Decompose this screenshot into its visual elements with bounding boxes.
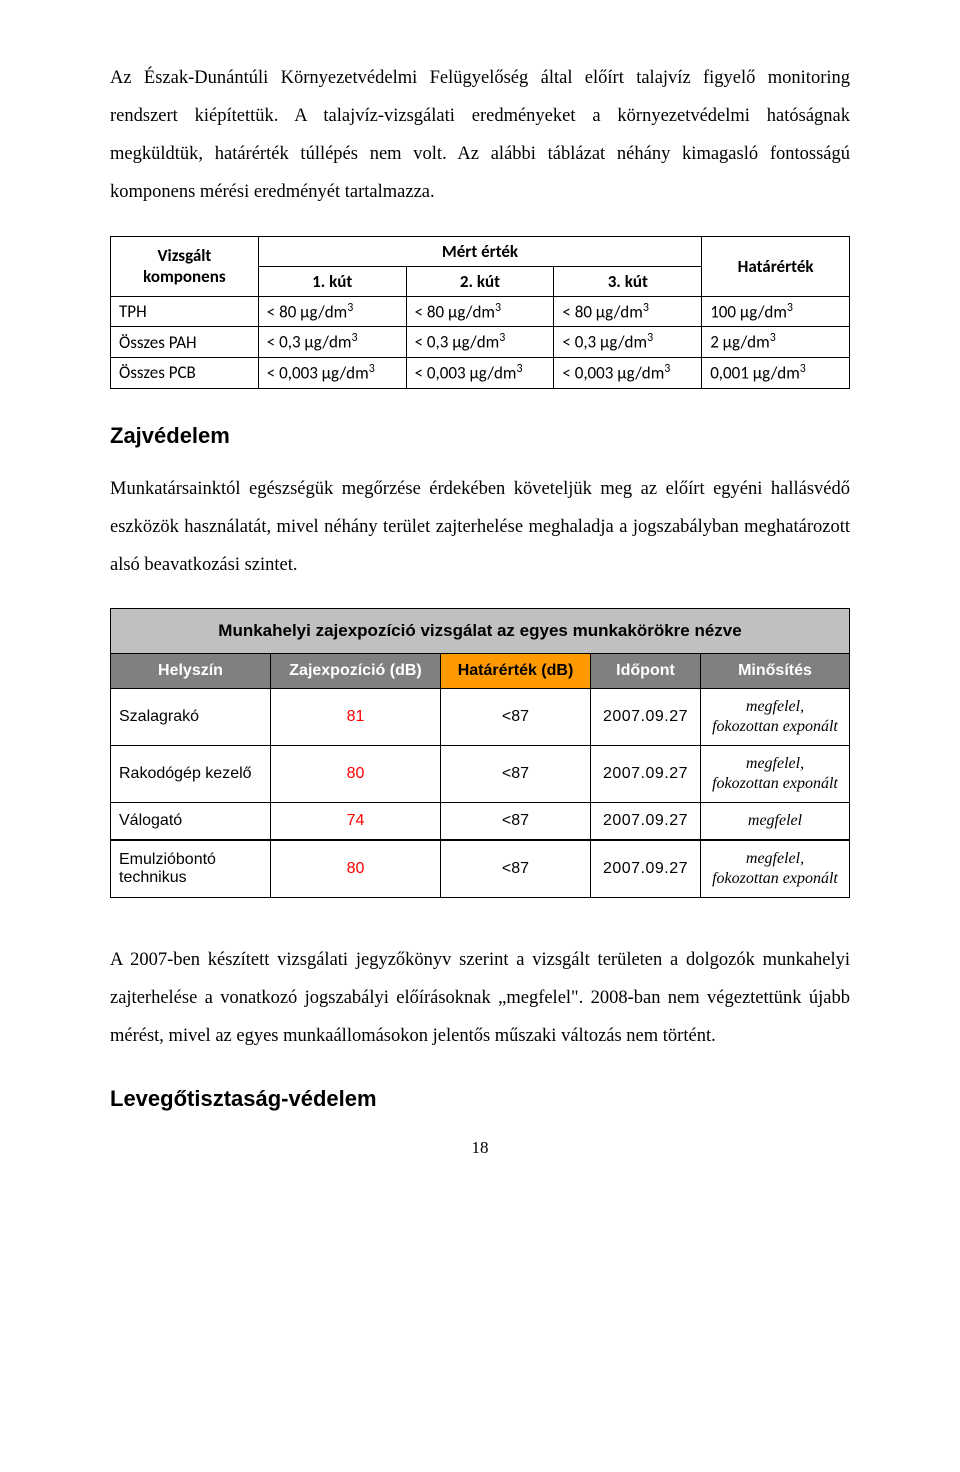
paragraph-outro: A 2007-ben készített vizsgálati jegyzőkö… bbox=[110, 942, 850, 1056]
t2-lim: <87 bbox=[441, 689, 591, 746]
table-row: Emulzióbontó technikus 80 <87 2007.09.27… bbox=[111, 840, 850, 898]
t1-limit: 0,001 µg/dm3 bbox=[702, 358, 850, 389]
t2-exp: 81 bbox=[271, 689, 441, 746]
paragraph-zaj: Munkatársainktól egészségük megőrzése ér… bbox=[110, 471, 850, 585]
t1-val: < 0,003 µg/dm3 bbox=[554, 358, 702, 389]
t2-exp: 80 bbox=[271, 840, 441, 898]
t2-head-loc: Helyszín bbox=[111, 654, 271, 689]
table-row: Összes PCB < 0,003 µg/dm3 < 0,003 µg/dm3… bbox=[111, 358, 850, 389]
t1-val: < 0,003 µg/dm3 bbox=[258, 358, 406, 389]
table-row: Rakodógép kezelő 80 <87 2007.09.27 megfe… bbox=[111, 746, 850, 803]
t2-date: 2007.09.27 bbox=[591, 746, 701, 803]
t2-lim: <87 bbox=[441, 803, 591, 841]
t2-head-exp: Zajexpozíció (dB) bbox=[271, 654, 441, 689]
t1-val: < 0,3 µg/dm3 bbox=[258, 327, 406, 358]
t2-head-min: Minősítés bbox=[701, 654, 850, 689]
t1-head-limit: Határérték bbox=[702, 236, 850, 296]
t2-loc: Emulzióbontó technikus bbox=[111, 840, 271, 898]
t1-label: Összes PCB bbox=[111, 358, 259, 389]
t1-limit: 100 µg/dm3 bbox=[702, 296, 850, 327]
t2-loc: Válogató bbox=[111, 803, 271, 841]
t1-head-k2: 2. kút bbox=[406, 266, 554, 296]
table-row: Szalagrakó 81 <87 2007.09.27 megfelel,fo… bbox=[111, 689, 850, 746]
t2-date: 2007.09.27 bbox=[591, 803, 701, 841]
heading-zajvedelem: Zajvédelem bbox=[110, 423, 850, 449]
page-number: 18 bbox=[110, 1138, 850, 1158]
t1-label: TPH bbox=[111, 296, 259, 327]
table-row: Válogató 74 <87 2007.09.27 megfelel bbox=[111, 803, 850, 841]
t1-val: < 0,003 µg/dm3 bbox=[406, 358, 554, 389]
table-noise-exposure: Munkahelyi zajexpozíció vizsgálat az egy… bbox=[110, 608, 850, 898]
t1-label: Összes PAH bbox=[111, 327, 259, 358]
t2-lim: <87 bbox=[441, 840, 591, 898]
t2-date: 2007.09.27 bbox=[591, 689, 701, 746]
t2-min: megfelel,fokozottan exponált bbox=[701, 689, 850, 746]
table-row: TPH < 80 µg/dm3 < 80 µg/dm3 < 80 µg/dm3 … bbox=[111, 296, 850, 327]
paragraph-intro: Az Észak-Dunántúli Környezetvédelmi Felü… bbox=[110, 60, 850, 212]
t1-val: < 0,3 µg/dm3 bbox=[406, 327, 554, 358]
t2-min: megfelel bbox=[701, 803, 850, 841]
t1-limit: 2 µg/dm3 bbox=[702, 327, 850, 358]
t1-head-comp-2: komponens bbox=[143, 266, 226, 287]
t2-head-date: Időpont bbox=[591, 654, 701, 689]
t1-head-k1: 1. kút bbox=[258, 266, 406, 296]
t1-val: < 80 µg/dm3 bbox=[406, 296, 554, 327]
t2-lim: <87 bbox=[441, 746, 591, 803]
table-row: Összes PAH < 0,3 µg/dm3 < 0,3 µg/dm3 < 0… bbox=[111, 327, 850, 358]
t2-loc: Szalagrakó bbox=[111, 689, 271, 746]
t1-head-k3: 3. kút bbox=[554, 266, 702, 296]
t1-head-measured: Mért érték bbox=[258, 236, 701, 266]
t2-min: megfelel,fokozottan exponált bbox=[701, 840, 850, 898]
t1-val: < 80 µg/dm3 bbox=[258, 296, 406, 327]
t1-val: < 0,3 µg/dm3 bbox=[554, 327, 702, 358]
t2-exp: 80 bbox=[271, 746, 441, 803]
t2-exp: 74 bbox=[271, 803, 441, 841]
t2-min: megfelel,fokozottan exponált bbox=[701, 746, 850, 803]
t1-head-comp-1: Vizsgált bbox=[157, 245, 211, 266]
table-water-components: Vizsgált komponens Mért érték Határérték… bbox=[110, 236, 850, 389]
t2-title: Munkahelyi zajexpozíció vizsgálat az egy… bbox=[111, 609, 850, 654]
t2-head-lim: Határérték (dB) bbox=[441, 654, 591, 689]
t1-val: < 80 µg/dm3 bbox=[554, 296, 702, 327]
t2-loc: Rakodógép kezelő bbox=[111, 746, 271, 803]
t2-date: 2007.09.27 bbox=[591, 840, 701, 898]
heading-levego: Levegőtisztaság-védelem bbox=[110, 1086, 850, 1112]
